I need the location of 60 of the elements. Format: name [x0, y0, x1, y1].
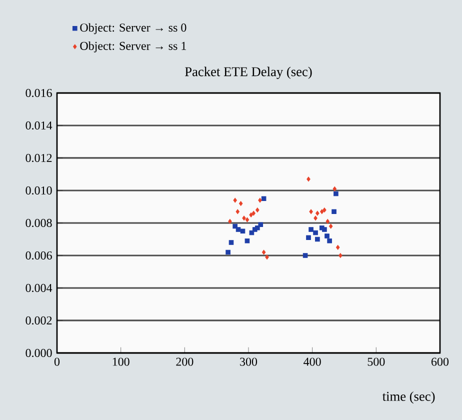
- point: [228, 240, 234, 245]
- point: [256, 208, 260, 212]
- point: [306, 235, 311, 240]
- point: [302, 253, 308, 258]
- point: [326, 218, 330, 224]
- point: [240, 228, 246, 234]
- point: [265, 254, 269, 260]
- point: [249, 212, 253, 218]
- point: [244, 238, 250, 244]
- point: [334, 191, 338, 196]
- legend-label: Object: Server → ss 1: [80, 42, 186, 52]
- y-tick-label: 0.016: [26, 88, 52, 98]
- point: [236, 209, 240, 214]
- point: [327, 238, 332, 244]
- y-tick-label: 0.004: [26, 284, 52, 292]
- point: [258, 222, 264, 228]
- y-tick-label: 0.006: [26, 251, 52, 260]
- point: [238, 201, 243, 206]
- point: [226, 250, 230, 255]
- point: [338, 253, 342, 258]
- y-tick-label: 0.010: [26, 186, 52, 195]
- point: [313, 230, 318, 236]
- point: [258, 198, 262, 203]
- y-tick-label: 0.014: [26, 121, 52, 130]
- point: [336, 244, 340, 250]
- point: [242, 216, 246, 221]
- x-tick-label: 100: [112, 358, 130, 366]
- y-tick-label: 0.000: [26, 348, 52, 358]
- point: [236, 227, 241, 232]
- point: [308, 227, 314, 232]
- point: [233, 198, 237, 203]
- point: [315, 236, 320, 242]
- y-tick-label: 0.002: [26, 316, 52, 325]
- point: [332, 186, 337, 192]
- point: [306, 176, 310, 182]
- x-tick-label: 200: [176, 358, 194, 366]
- x-axis-title: time (sec): [382, 391, 435, 404]
- point: [322, 227, 327, 232]
- point: [245, 217, 250, 222]
- point: [252, 210, 256, 216]
- x-tick-label: 400: [304, 358, 321, 366]
- point: [316, 210, 320, 216]
- point: [309, 209, 313, 214]
- x-tick-label: 600: [432, 358, 449, 366]
- chart-title: Packet ETE Delay (sec): [185, 66, 312, 79]
- legend-label: Object: Server → ss 0: [80, 23, 186, 34]
- x-tick-label: 0: [54, 358, 60, 366]
- point: [261, 196, 266, 202]
- point: [314, 216, 318, 221]
- point: [322, 208, 326, 212]
- point: [324, 234, 330, 238]
- point: [332, 209, 336, 214]
- y-tick-label: 0.012: [26, 154, 52, 162]
- x-tick-label: 500: [368, 358, 385, 366]
- x-tick-label: 300: [240, 358, 258, 366]
- y-tick-label: 0.008: [26, 218, 52, 228]
- point: [228, 218, 232, 224]
- point: [262, 250, 266, 255]
- point: [320, 209, 324, 214]
- point: [328, 224, 333, 229]
